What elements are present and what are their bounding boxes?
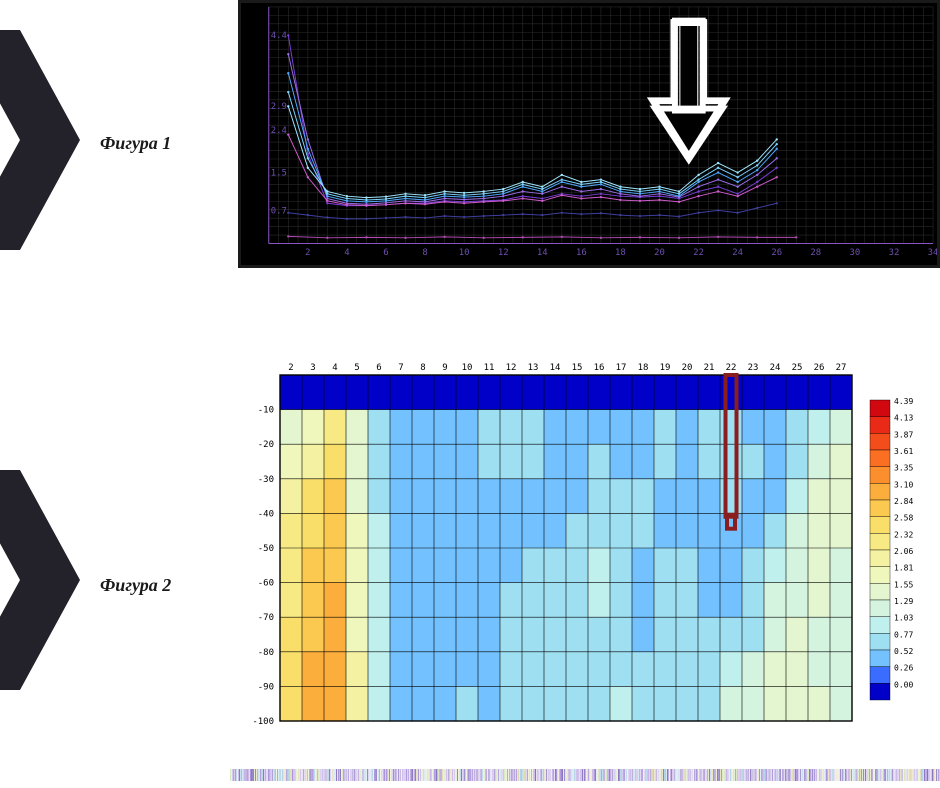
svg-text:0.7: 0.7 bbox=[271, 206, 287, 216]
svg-text:3.10: 3.10 bbox=[894, 480, 913, 489]
svg-text:23: 23 bbox=[748, 363, 759, 373]
svg-text:18: 18 bbox=[615, 248, 626, 258]
noise-bar bbox=[230, 768, 940, 780]
svg-text:-20: -20 bbox=[258, 440, 274, 450]
svg-text:18: 18 bbox=[638, 363, 649, 373]
svg-text:4: 4 bbox=[344, 248, 349, 258]
svg-text:2.4: 2.4 bbox=[271, 126, 287, 136]
svg-text:26: 26 bbox=[771, 248, 782, 258]
decor-arrow-2 bbox=[0, 470, 80, 690]
svg-text:24: 24 bbox=[770, 363, 781, 373]
svg-text:30: 30 bbox=[850, 248, 861, 258]
svg-text:14: 14 bbox=[537, 248, 548, 258]
svg-text:10: 10 bbox=[459, 248, 470, 258]
svg-text:24: 24 bbox=[732, 248, 743, 258]
svg-text:3.35: 3.35 bbox=[894, 464, 913, 473]
svg-text:12: 12 bbox=[506, 363, 517, 373]
svg-text:2: 2 bbox=[305, 248, 310, 258]
svg-text:2: 2 bbox=[288, 363, 293, 373]
svg-text:16: 16 bbox=[594, 363, 605, 373]
chart-2-legend: 4.39 4.13 3.87 3.61 3.35 3.10 2.84 2.58 2.32 2.06… bbox=[868, 392, 938, 707]
svg-text:5: 5 bbox=[354, 363, 359, 373]
svg-text:2.58: 2.58 bbox=[894, 514, 913, 523]
svg-text:9: 9 bbox=[442, 363, 447, 373]
svg-text:21: 21 bbox=[704, 363, 715, 373]
svg-text:13: 13 bbox=[528, 363, 539, 373]
svg-text:4: 4 bbox=[332, 363, 337, 373]
chart-1-line: 0.71.52.42.94.42468101214161820222426283… bbox=[238, 0, 940, 268]
svg-text:-80: -80 bbox=[258, 648, 274, 658]
figure-1-label: Фигура 1 bbox=[100, 133, 171, 154]
svg-text:-70: -70 bbox=[258, 613, 274, 623]
svg-text:0.77: 0.77 bbox=[894, 630, 913, 639]
svg-text:2.9: 2.9 bbox=[271, 102, 287, 112]
svg-text:20: 20 bbox=[654, 248, 665, 258]
svg-text:10: 10 bbox=[462, 363, 473, 373]
svg-text:27: 27 bbox=[836, 363, 847, 373]
svg-text:2.06: 2.06 bbox=[894, 547, 913, 556]
decor-arrow-1 bbox=[0, 30, 80, 250]
svg-text:3.61: 3.61 bbox=[894, 447, 913, 456]
svg-text:6: 6 bbox=[383, 248, 388, 258]
svg-text:17: 17 bbox=[616, 363, 627, 373]
svg-text:25: 25 bbox=[792, 363, 803, 373]
svg-text:19: 19 bbox=[660, 363, 671, 373]
svg-text:3: 3 bbox=[310, 363, 315, 373]
svg-text:-30: -30 bbox=[258, 475, 274, 485]
svg-text:22: 22 bbox=[726, 363, 737, 373]
svg-text:4.4: 4.4 bbox=[271, 31, 287, 41]
svg-text:0.52: 0.52 bbox=[894, 647, 913, 656]
svg-text:-40: -40 bbox=[258, 509, 274, 519]
svg-text:1.03: 1.03 bbox=[894, 614, 913, 623]
svg-text:11: 11 bbox=[484, 363, 495, 373]
svg-text:-10: -10 bbox=[258, 406, 274, 416]
svg-text:1.81: 1.81 bbox=[894, 564, 913, 573]
svg-text:-100: -100 bbox=[252, 717, 274, 727]
svg-text:7: 7 bbox=[398, 363, 403, 373]
svg-text:28: 28 bbox=[810, 248, 821, 258]
svg-text:20: 20 bbox=[682, 363, 693, 373]
svg-text:1.55: 1.55 bbox=[894, 580, 913, 589]
svg-text:3.87: 3.87 bbox=[894, 430, 913, 439]
svg-text:4.13: 4.13 bbox=[894, 414, 913, 423]
svg-text:1.29: 1.29 bbox=[894, 597, 913, 606]
svg-text:16: 16 bbox=[576, 248, 587, 258]
svg-text:12: 12 bbox=[498, 248, 509, 258]
svg-text:0.00: 0.00 bbox=[894, 680, 913, 689]
svg-text:34: 34 bbox=[928, 248, 937, 258]
chart-2-heatmap: 2345678910111213141516171819202122232425… bbox=[238, 357, 858, 727]
svg-text:-90: -90 bbox=[258, 682, 274, 692]
figure-2-label: Фигура 2 bbox=[100, 575, 171, 596]
svg-text:4.39: 4.39 bbox=[894, 397, 913, 406]
svg-text:32: 32 bbox=[889, 248, 900, 258]
svg-text:0.26: 0.26 bbox=[894, 664, 913, 673]
svg-text:8: 8 bbox=[422, 248, 427, 258]
svg-text:22: 22 bbox=[693, 248, 704, 258]
svg-text:14: 14 bbox=[550, 363, 561, 373]
svg-text:26: 26 bbox=[814, 363, 825, 373]
svg-text:-60: -60 bbox=[258, 579, 274, 589]
svg-text:8: 8 bbox=[420, 363, 425, 373]
svg-text:6: 6 bbox=[376, 363, 381, 373]
svg-text:15: 15 bbox=[572, 363, 583, 373]
svg-text:-50: -50 bbox=[258, 544, 274, 554]
svg-text:2.32: 2.32 bbox=[894, 530, 913, 539]
svg-text:2.84: 2.84 bbox=[894, 497, 913, 506]
svg-text:1.5: 1.5 bbox=[271, 169, 287, 179]
